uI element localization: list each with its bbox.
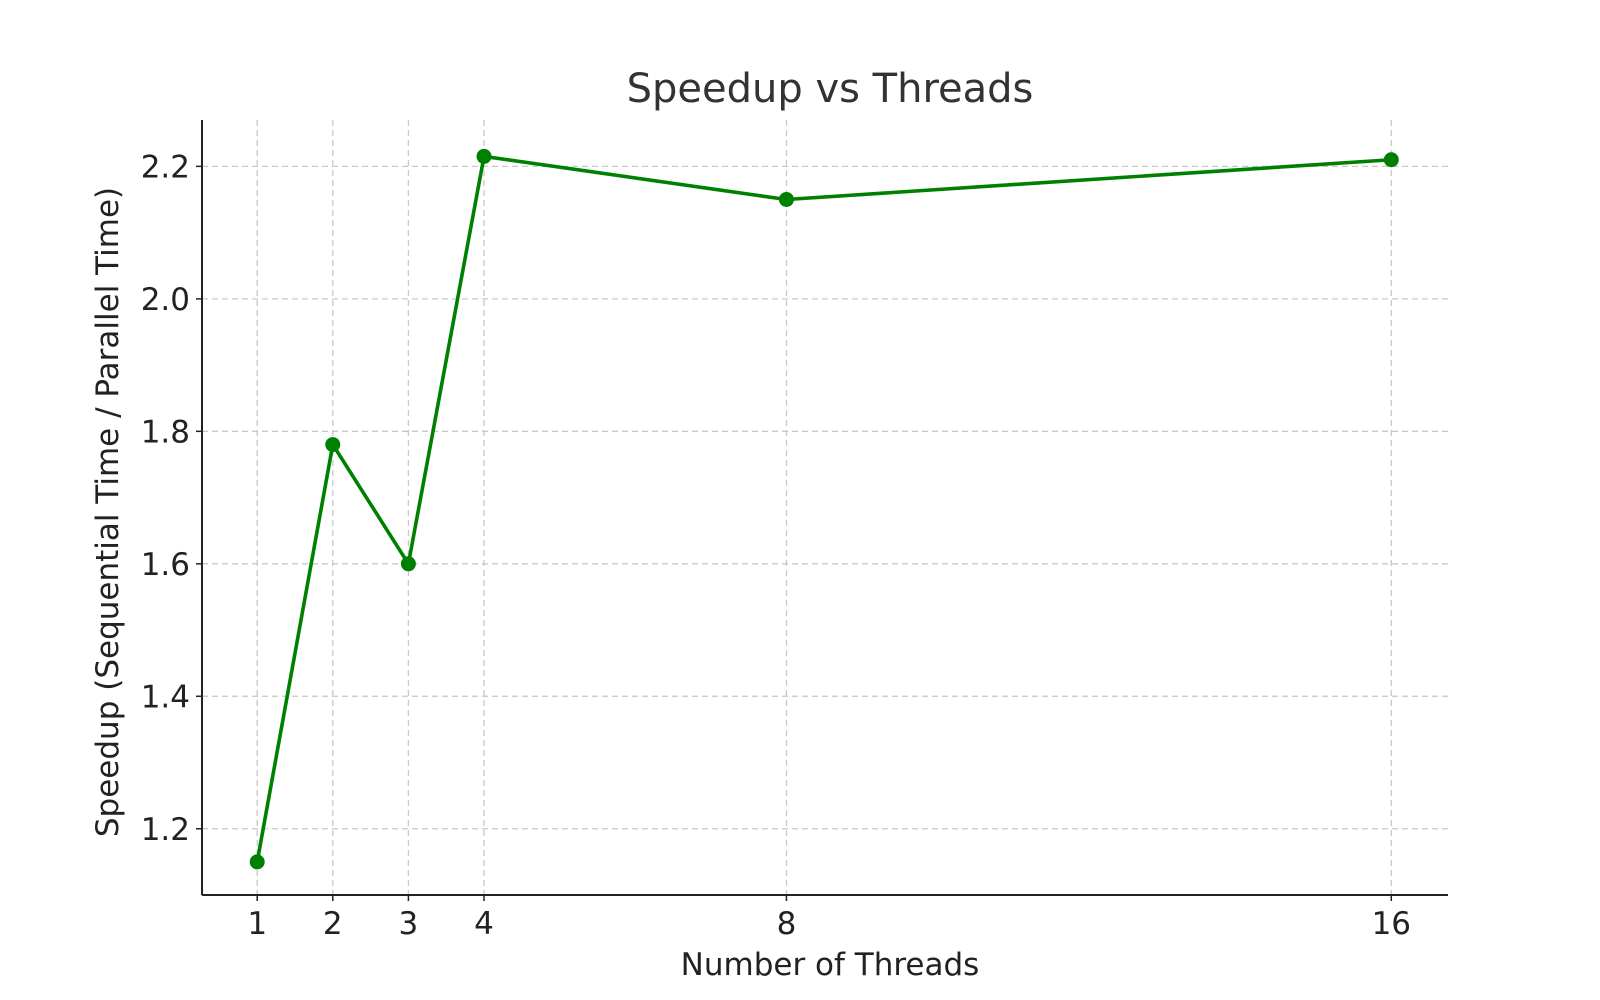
data-point-threads-16 — [1383, 152, 1399, 168]
x-tick-label-2: 2 — [323, 906, 343, 942]
series-line — [255, 154, 1392, 863]
data-point-threads-4 — [476, 148, 492, 164]
x-tick-label-16: 16 — [1372, 906, 1411, 942]
x-tick-label-4: 4 — [474, 906, 494, 942]
axes-layer — [201, 120, 1448, 896]
y-tick-label-1.4: 1.4 — [141, 679, 190, 715]
y-tick-label-2.2: 2.2 — [141, 149, 190, 185]
y-tick-label-1.6: 1.6 — [141, 547, 190, 583]
x-tick-label-8: 8 — [777, 906, 797, 942]
y-tick-label-1.8: 1.8 — [141, 414, 190, 450]
y-tick-label-2.0: 2.0 — [141, 282, 190, 318]
x-tick-label-1: 1 — [247, 906, 267, 942]
series-layer — [249, 148, 1399, 870]
x-axis-label: Number of Threads — [681, 947, 980, 983]
chart-title: Speedup vs Threads — [627, 66, 1034, 112]
tick-labels-layer: 1 2 3 4 8 16 1.2 1.4 1.6 1.8 2.0 2.2 — [141, 149, 1411, 942]
y-tick-label-1.2: 1.2 — [141, 812, 190, 848]
data-point-threads-8 — [778, 191, 794, 207]
grid-layer — [202, 120, 1448, 895]
data-point-threads-2 — [325, 437, 341, 453]
data-point-threads-3 — [400, 556, 416, 572]
data-point-threads-1 — [249, 854, 265, 870]
x-tick-label-3: 3 — [399, 906, 419, 942]
y-axis-label: Speedup (Sequential Time / Parallel Time… — [90, 187, 126, 837]
